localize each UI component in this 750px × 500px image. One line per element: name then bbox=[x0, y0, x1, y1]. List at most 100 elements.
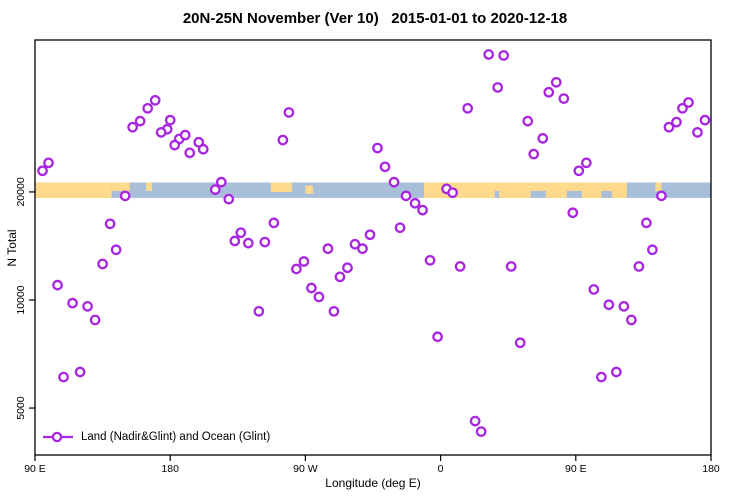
data-point[interactable] bbox=[671, 116, 682, 128]
data-point[interactable] bbox=[149, 94, 161, 106]
data-point[interactable] bbox=[127, 121, 138, 133]
data-point[interactable] bbox=[475, 426, 487, 437]
data-point[interactable] bbox=[349, 238, 361, 250]
data-point[interactable] bbox=[588, 284, 600, 295]
legend-marker-icon bbox=[43, 431, 73, 443]
data-point[interactable] bbox=[82, 301, 93, 312]
x-tick-label: 180 bbox=[702, 463, 720, 475]
data-point[interactable] bbox=[400, 190, 412, 202]
y-tick-label: 20000 bbox=[15, 177, 27, 206]
data-point[interactable] bbox=[492, 82, 504, 93]
data-point[interactable] bbox=[409, 197, 421, 209]
map-band-sea-notch bbox=[601, 190, 612, 198]
data-point[interactable] bbox=[388, 176, 400, 188]
data-point[interactable] bbox=[663, 121, 675, 133]
data-point[interactable] bbox=[119, 190, 131, 202]
data-point[interactable] bbox=[528, 148, 540, 160]
data-point[interactable] bbox=[97, 258, 108, 270]
data-point[interactable] bbox=[372, 142, 383, 154]
data-point[interactable] bbox=[89, 314, 101, 326]
data-point[interactable] bbox=[134, 115, 146, 127]
data-point[interactable] bbox=[334, 271, 346, 283]
data-point[interactable] bbox=[328, 305, 340, 317]
data-point[interactable] bbox=[164, 114, 176, 126]
data-point[interactable] bbox=[394, 222, 406, 234]
chart-title: 20N-25N November (Ver 10) 2015-01-01 to … bbox=[182, 10, 568, 27]
data-point[interactable] bbox=[58, 371, 69, 383]
data-point[interactable] bbox=[432, 331, 443, 343]
data-point[interactable] bbox=[342, 262, 353, 274]
data-point[interactable] bbox=[43, 157, 54, 169]
data-point[interactable] bbox=[522, 115, 534, 127]
data-point[interactable] bbox=[215, 176, 227, 188]
data-point[interactable] bbox=[537, 133, 549, 144]
data-point[interactable] bbox=[567, 207, 579, 219]
data-point[interactable] bbox=[595, 371, 607, 383]
data-point[interactable] bbox=[268, 217, 280, 229]
data-point[interactable] bbox=[417, 204, 428, 216]
data-point[interactable] bbox=[364, 229, 376, 241]
data-point[interactable] bbox=[641, 217, 652, 229]
map-band-sea-notch bbox=[494, 190, 500, 198]
data-point[interactable] bbox=[550, 76, 562, 88]
data-point[interactable] bbox=[74, 366, 86, 378]
data-point[interactable] bbox=[259, 236, 271, 248]
data-point[interactable] bbox=[104, 218, 116, 230]
data-point[interactable] bbox=[447, 187, 458, 199]
data-point[interactable] bbox=[357, 243, 368, 255]
data-point[interactable] bbox=[313, 291, 325, 303]
data-point[interactable] bbox=[67, 297, 78, 309]
data-point[interactable] bbox=[184, 147, 196, 159]
data-point[interactable] bbox=[699, 114, 711, 126]
data-point[interactable] bbox=[683, 97, 694, 108]
data-point[interactable] bbox=[379, 161, 391, 173]
data-point[interactable] bbox=[179, 129, 191, 141]
data-point[interactable] bbox=[283, 107, 295, 118]
data-point[interactable] bbox=[656, 190, 667, 202]
data-point[interactable] bbox=[543, 86, 555, 98]
data-point[interactable] bbox=[498, 50, 510, 61]
data-point[interactable] bbox=[603, 299, 615, 311]
data-point[interactable] bbox=[322, 243, 334, 255]
data-point[interactable] bbox=[298, 256, 310, 267]
data-point[interactable] bbox=[514, 337, 526, 349]
data-point[interactable] bbox=[223, 193, 235, 205]
data-point[interactable] bbox=[618, 301, 630, 312]
data-point[interactable] bbox=[611, 366, 622, 378]
y-axis-label: N Total bbox=[5, 229, 19, 267]
data-point[interactable] bbox=[573, 165, 585, 177]
data-point[interactable] bbox=[692, 127, 703, 138]
data-point[interactable] bbox=[142, 102, 154, 114]
data-point[interactable] bbox=[209, 184, 221, 195]
data-point[interactable] bbox=[462, 102, 473, 114]
data-point[interactable] bbox=[169, 139, 181, 151]
data-point[interactable] bbox=[155, 127, 167, 138]
data-point[interactable] bbox=[424, 254, 436, 266]
legend-label: Land (Nadir&Glint) and Ocean (Glint) bbox=[81, 431, 271, 443]
data-point[interactable] bbox=[454, 261, 466, 272]
data-point[interactable] bbox=[229, 235, 241, 247]
data-point[interactable] bbox=[110, 244, 122, 256]
data-point[interactable] bbox=[253, 305, 265, 317]
data-point[interactable] bbox=[242, 237, 254, 249]
data-point[interactable] bbox=[277, 134, 289, 146]
data-point[interactable] bbox=[37, 165, 48, 177]
data-point[interactable] bbox=[626, 314, 637, 326]
data-point[interactable] bbox=[197, 143, 209, 155]
data-point[interactable] bbox=[235, 227, 247, 239]
data-point[interactable] bbox=[52, 279, 63, 291]
data-point[interactable] bbox=[469, 415, 481, 427]
data-point[interactable] bbox=[291, 263, 302, 275]
data-point[interactable] bbox=[580, 157, 592, 169]
data-point[interactable] bbox=[647, 244, 658, 256]
data-point[interactable] bbox=[633, 261, 645, 272]
data-point[interactable] bbox=[483, 49, 495, 60]
data-point[interactable] bbox=[505, 261, 517, 272]
legend-point-icon bbox=[51, 431, 63, 443]
data-point[interactable] bbox=[306, 282, 317, 294]
data-point[interactable] bbox=[677, 102, 688, 114]
data-point[interactable] bbox=[558, 93, 570, 104]
map-band-sea-notch bbox=[566, 190, 582, 198]
map-band-land bbox=[111, 182, 130, 191]
